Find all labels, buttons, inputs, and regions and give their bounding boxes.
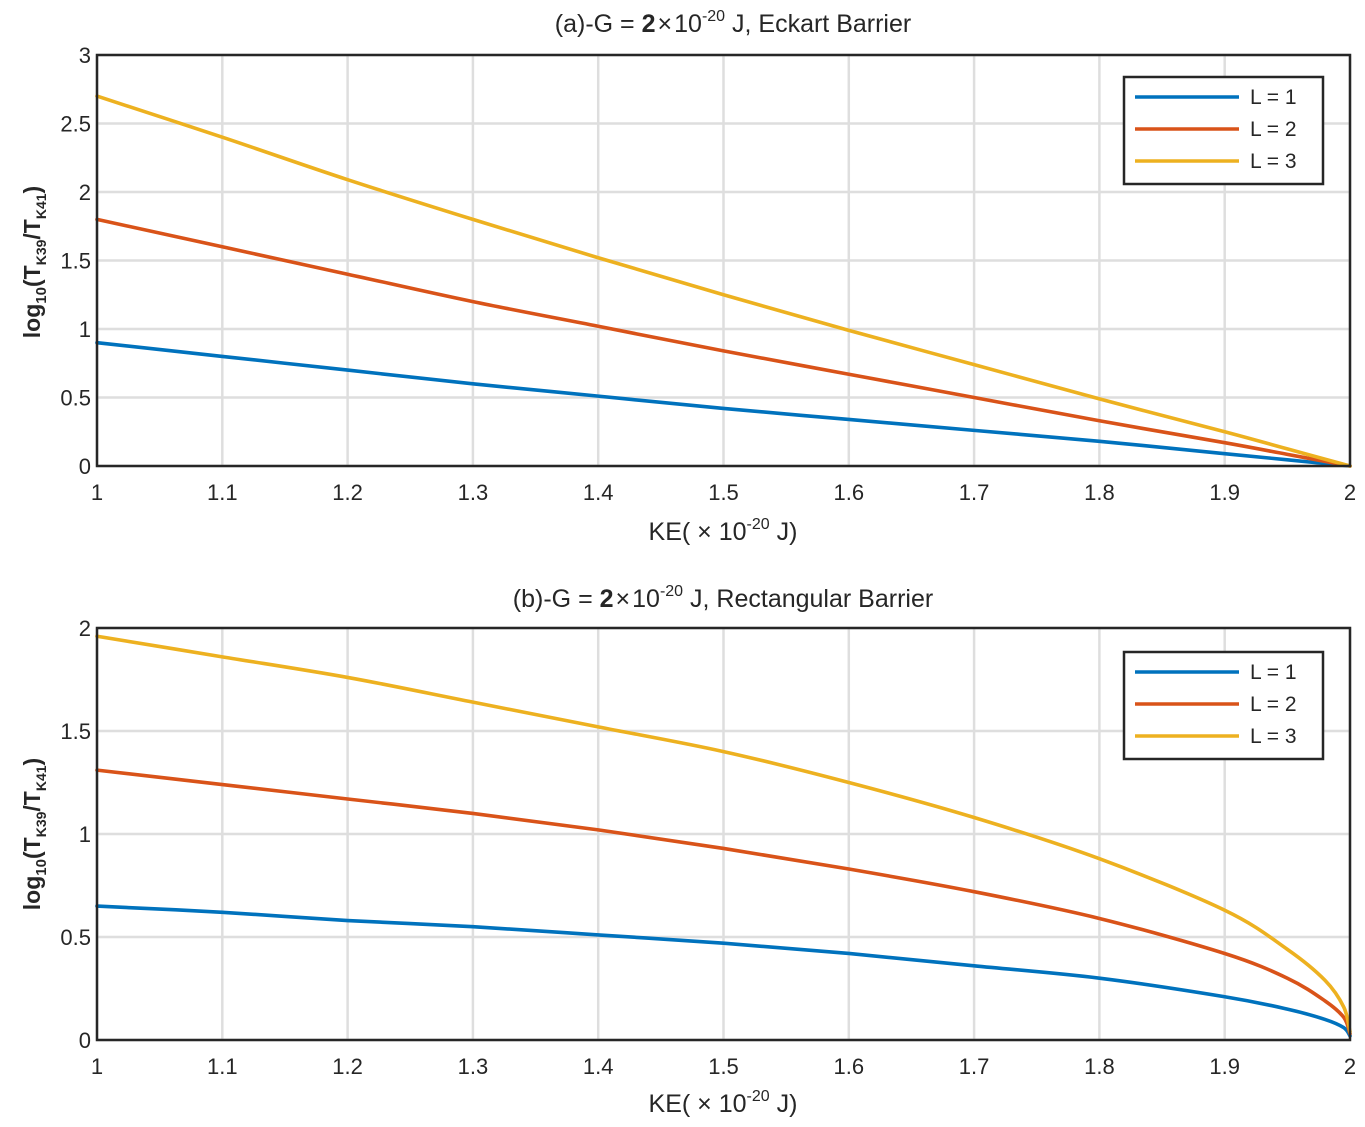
chart-b-xtick-13: 1.3 (458, 1054, 489, 1079)
chart-b-ytick-2: 2 (79, 616, 91, 641)
chart-a-xtick-13: 1.3 (458, 480, 489, 505)
chart-b-ylabel: log10(TK39/TK41) (19, 758, 50, 910)
chart-b-series-l3 (95, 634, 1352, 1034)
chart-b-xtick-19: 1.9 (1209, 1054, 1240, 1079)
chart-b-xtick-12: 1.2 (332, 1054, 363, 1079)
chart-b-xtick-17: 1.7 (959, 1054, 990, 1079)
chart-b-xtick-14: 1.4 (583, 1054, 614, 1079)
chart-a-xtick-17: 1.7 (959, 480, 990, 505)
chart-a-xtick-19: 1.9 (1209, 480, 1240, 505)
chart-a-ytick-0: 0 (79, 454, 91, 479)
chart-a-lines (95, 94, 1352, 468)
chart-b-series-l1 (95, 904, 1352, 1038)
chart-a-series-l3 (95, 94, 1352, 468)
chart-a-xtick-14: 1.4 (583, 480, 614, 505)
chart-a-xtick-labels: 1 1.1 1.2 1.3 1.4 1.5 1.6 1.7 1.8 1.9 2 (91, 480, 1356, 505)
chart-a-xtick-2: 2 (1344, 480, 1356, 505)
chart-b-xtick-labels: 1 1.1 1.2 1.3 1.4 1.5 1.6 1.7 1.8 1.9 2 (91, 1054, 1356, 1079)
chart-a-legend: L = 1 L = 2 L = 3 (1122, 75, 1325, 186)
chart-b-ytick-0: 0 (79, 1028, 91, 1053)
chart-b-xtick-16: 1.6 (834, 1054, 865, 1079)
chart-a-ytick-05: 0.5 (60, 386, 91, 411)
chart-a: (a)-G = 2×10-20 J, Eckart Barrier 1 1.1 1.… (19, 8, 1356, 546)
chart-a-title: (a)-G = 2×10-20 J, Eckart Barrier (555, 8, 911, 38)
chart-a-xtick-11: 1.1 (207, 480, 238, 505)
chart-b-xlabel: KE( × 10-20 J) (649, 1088, 798, 1118)
chart-a-xtick-15: 1.5 (708, 480, 739, 505)
chart-b-ytick-05: 0.5 (60, 925, 91, 950)
chart-a-ylabel: log10(TK39/TK41) (19, 186, 50, 338)
chart-a-legend-label-l2: L = 2 (1250, 118, 1297, 141)
chart-a-series-l1 (95, 340, 1352, 468)
chart-a-ytick-25: 2.5 (60, 112, 91, 137)
chart-b-title: (b)-G = 2×10-20 J, Rectangular Barrier (513, 583, 933, 613)
chart-a-xtick-16: 1.6 (834, 480, 865, 505)
chart-b-axes-box (95, 626, 1352, 1042)
chart-a-ytick-1: 1 (79, 317, 91, 342)
chart-a-xlabel: KE( × 10-20 J) (649, 516, 798, 546)
chart-a-xtick-12: 1.2 (332, 480, 363, 505)
chart-b-xtick-2: 2 (1344, 1054, 1356, 1079)
chart-b-xtick-11: 1.1 (207, 1054, 238, 1079)
chart-a-axes-box (95, 53, 1352, 468)
chart-b-ytick-15: 1.5 (60, 719, 91, 744)
chart-b-ytick-1: 1 (79, 822, 91, 847)
chart-b-legend-label-l3: L = 3 (1250, 725, 1297, 748)
chart-a-series-l2 (95, 217, 1352, 468)
chart-b-legend: L = 1 L = 2 L = 3 (1122, 650, 1325, 761)
chart-a-xtick-1: 1 (91, 480, 103, 505)
chart-b-xtick-1: 1 (91, 1054, 103, 1079)
chart-b-xtick-15: 1.5 (708, 1054, 739, 1079)
chart-b-xtick-18: 1.8 (1084, 1054, 1115, 1079)
chart-b-series-l2 (95, 768, 1352, 1036)
chart-b-legend-label-l1: L = 1 (1250, 661, 1297, 684)
chart-a-legend-label-l3: L = 3 (1250, 150, 1297, 173)
chart-a-legend-label-l1: L = 1 (1250, 86, 1297, 109)
chart-b-legend-label-l2: L = 2 (1250, 693, 1297, 716)
chart-b: (b)-G = 2×10-20 J, Rectangular Barrier 1… (19, 583, 1356, 1118)
chart-a-xtick-18: 1.8 (1084, 480, 1115, 505)
chart-b-lines (95, 634, 1352, 1038)
chart-b-ytick-labels: 0 0.5 1 1.5 2 (60, 616, 91, 1053)
chart-a-ytick-labels: 0 0.5 1 1.5 2 2.5 3 (60, 43, 91, 479)
chart-a-ytick-3: 3 (79, 43, 91, 68)
chart-a-ytick-15: 1.5 (60, 249, 91, 274)
chart-a-ytick-2: 2 (79, 180, 91, 205)
